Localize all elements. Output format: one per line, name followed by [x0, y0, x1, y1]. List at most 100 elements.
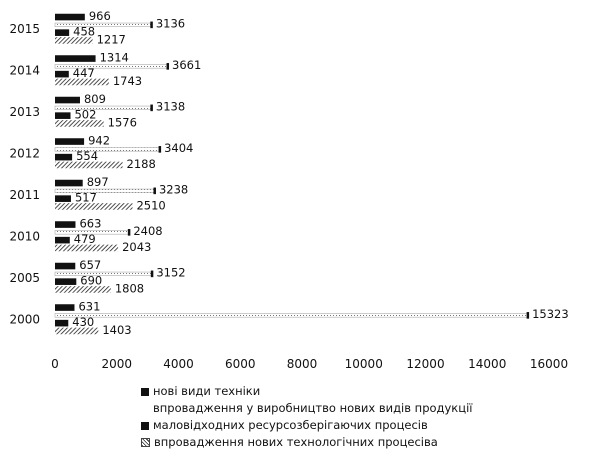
bar-new-tech-processes-2014 — [55, 78, 109, 86]
legend-label: впровадження нових технологічних процесі… — [154, 435, 438, 449]
data-label-new-tech-processes-2014: 1743 — [113, 74, 142, 88]
data-label-new-tech-2015: 966 — [89, 9, 111, 23]
data-label-low-waste-processes-2013: 502 — [74, 107, 96, 121]
chart-legend: нові види техніки впровадження у виробни… — [141, 383, 472, 451]
bar-end-cap — [166, 63, 170, 70]
bar-end-cap — [150, 270, 154, 278]
legend-item-series-4: впровадження нових технологічних процесі… — [141, 434, 472, 451]
bar-new-products-2013 — [54, 105, 153, 110]
bar-new-tech-2015 — [55, 13, 85, 21]
legend-label: впровадження у виробництво нових видів п… — [153, 401, 473, 415]
legend-label: нові види техніки — [153, 384, 261, 398]
legend-item-series-1: нові види техніки — [141, 383, 472, 400]
bar-new-tech-processes-2013 — [55, 120, 104, 127]
data-label-new-products-2000: 15323 — [532, 307, 569, 321]
bar-new-products-2015 — [54, 22, 153, 27]
legend-item-series-2: впровадження у виробництво нових видів п… — [141, 400, 472, 417]
x-tick-label: 16000 — [530, 357, 568, 371]
bar-new-products-2000 — [54, 313, 529, 318]
bar-new-products-2011 — [54, 188, 156, 193]
data-label-new-tech-processes-2000: 1403 — [102, 323, 131, 337]
bar-new-tech-2000 — [55, 304, 75, 311]
category-label-2000: 2000 — [9, 312, 40, 326]
bar-end-cap — [127, 229, 131, 236]
data-label-new-products-2005: 3152 — [156, 266, 185, 280]
data-label-new-tech-2005: 657 — [79, 258, 101, 272]
x-tick-label: 12000 — [406, 357, 444, 371]
bar-new-tech-2011 — [55, 179, 83, 187]
bar-end-cap — [526, 312, 530, 319]
x-tick-label: 4000 — [163, 357, 194, 371]
legend-swatch-solid — [141, 387, 149, 396]
category-label-2005: 2005 — [9, 271, 40, 285]
category-label-2014: 2014 — [9, 63, 40, 77]
data-label-new-tech-2011: 897 — [87, 175, 109, 189]
data-label-low-waste-processes-2014: 447 — [73, 66, 95, 80]
bar-new-tech-2012 — [55, 138, 85, 145]
bar-end-cap — [150, 21, 153, 29]
data-label-new-tech-processes-2012: 2188 — [127, 157, 156, 171]
data-label-new-products-2011: 3238 — [159, 183, 188, 197]
data-label-new-products-2012: 3404 — [164, 141, 193, 155]
bar-new-tech-2010 — [55, 221, 76, 228]
x-tick-label: 8000 — [287, 357, 318, 371]
data-label-new-tech-processes-2005: 1808 — [115, 281, 144, 295]
bar-new-products-2012 — [54, 147, 161, 152]
bar-end-cap — [153, 187, 156, 195]
category-label-2012: 2012 — [9, 146, 40, 160]
legend-swatch-solid — [141, 421, 149, 430]
data-label-new-tech-2012: 942 — [88, 133, 110, 147]
bar-end-cap — [150, 104, 153, 112]
bar-low-waste-processes-2005 — [55, 278, 77, 285]
bar-low-waste-processes-2010 — [55, 236, 70, 244]
data-label-new-tech-2000: 631 — [78, 299, 100, 313]
data-label-low-waste-processes-2000: 430 — [72, 315, 94, 329]
legend-swatch-hatched — [141, 438, 150, 447]
bar-end-cap — [158, 146, 162, 153]
bar-new-tech-processes-2005 — [55, 286, 111, 293]
data-label-new-products-2010: 2408 — [133, 224, 162, 238]
legend-item-series-3: маловідходних ресурсозберігаючих процесі… — [141, 417, 472, 434]
x-tick-label: 6000 — [225, 357, 256, 371]
bar-new-tech-processes-2010 — [55, 244, 119, 252]
data-label-low-waste-processes-2011: 517 — [75, 190, 97, 204]
category-label-2013: 2013 — [9, 105, 40, 119]
data-label-new-tech-2014: 1314 — [100, 50, 129, 64]
data-label-low-waste-processes-2010: 479 — [74, 232, 96, 246]
data-label-low-waste-processes-2005: 690 — [80, 273, 102, 287]
data-label-new-tech-processes-2010: 2043 — [122, 240, 151, 254]
bar-new-tech-processes-2000 — [55, 327, 99, 335]
bar-new-tech-2013 — [55, 96, 80, 104]
x-tick-label: 0 — [51, 357, 59, 371]
data-label-new-tech-2013: 809 — [84, 92, 106, 106]
data-label-new-products-2015: 3136 — [156, 17, 185, 31]
data-label-new-tech-2010: 663 — [79, 216, 101, 230]
legend-label: маловідходних ресурсозберігаючих процесі… — [153, 418, 428, 432]
category-label-2015: 2015 — [9, 22, 40, 36]
x-tick-label: 10000 — [345, 357, 383, 371]
bar-low-waste-processes-2000 — [55, 319, 69, 327]
data-label-new-tech-processes-2011: 2510 — [136, 198, 165, 212]
category-label-2010: 2010 — [9, 229, 40, 243]
data-label-low-waste-processes-2015: 458 — [73, 24, 95, 38]
data-label-new-products-2013: 3138 — [156, 100, 185, 114]
bar-low-waste-processes-2015 — [55, 29, 70, 36]
bar-low-waste-processes-2014 — [55, 70, 69, 78]
bar-new-products-2005 — [54, 271, 153, 276]
data-label-new-products-2014: 3661 — [172, 58, 201, 72]
x-tick-label: 2000 — [101, 357, 132, 371]
legend-swatch-empty — [141, 405, 149, 413]
category-label-2011: 2011 — [9, 188, 40, 202]
x-tick-label: 14000 — [468, 357, 506, 371]
bar-new-tech-processes-2015 — [55, 37, 93, 44]
data-label-new-tech-processes-2015: 1217 — [97, 32, 126, 46]
data-label-low-waste-processes-2012: 554 — [76, 149, 98, 163]
bar-new-tech-processes-2011 — [55, 203, 133, 210]
data-label-new-tech-processes-2013: 1576 — [108, 115, 137, 129]
bar-low-waste-processes-2013 — [55, 112, 71, 119]
bar-new-tech-2005 — [55, 262, 76, 270]
bar-new-tech-2014 — [55, 55, 96, 62]
bar-low-waste-processes-2012 — [55, 153, 73, 161]
bar-new-tech-processes-2012 — [55, 161, 123, 169]
